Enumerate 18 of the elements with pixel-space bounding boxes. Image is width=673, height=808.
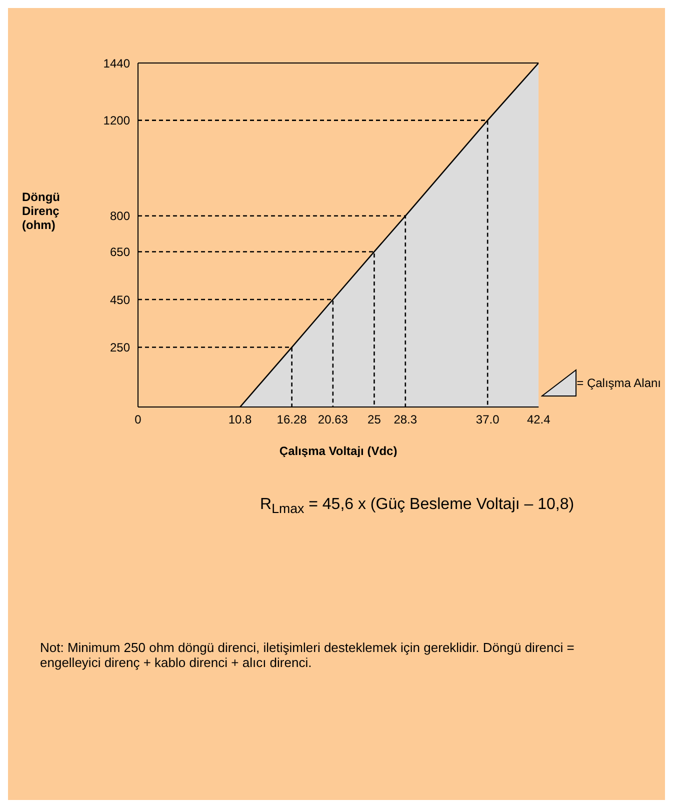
y-tick-label: 650: [110, 244, 130, 259]
text: Not: Minimum 250 ohm döngü direnci, iletişimleri desteklemek için gereklidir. Döngü direnci = engelleyici direnç + kablo direnci + alıcı direnci.: [40, 640, 576, 670]
x-tick-label: 37.0: [476, 412, 500, 427]
y-tick-label: 250: [110, 340, 130, 355]
x-tick-label: 20.63: [318, 412, 348, 427]
y-tick-label: 450: [110, 292, 130, 307]
y-tick-label: 800: [110, 209, 130, 224]
y-tick-label: 1440: [103, 56, 130, 70]
x-tick-label: 16.28: [276, 412, 308, 427]
x-tick-label: 28.3: [394, 412, 418, 427]
x-tick-label: 25: [368, 412, 382, 427]
y-axis-title: Döngü Direnç (ohm): [22, 190, 61, 232]
legend-label: = Çalışma Alanı: [576, 376, 661, 390]
x-tick-label: 10.8: [228, 412, 252, 427]
text: R$_{Lmax}$ = 45,6 x (Güç Besleme Voltajı – 10,8): [260, 496, 574, 516]
x-tick-label: 0: [134, 412, 142, 427]
y-tick-label: 1200: [103, 114, 130, 128]
x-tick-label: 42.4: [526, 412, 551, 427]
